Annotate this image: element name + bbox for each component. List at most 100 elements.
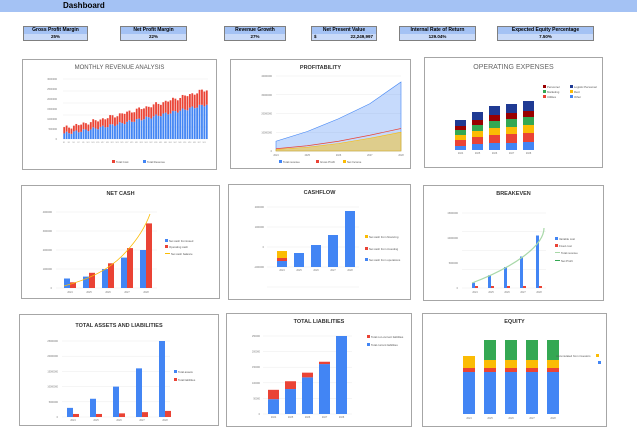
revenue-bar	[159, 116, 162, 139]
legend-swatch	[165, 239, 168, 242]
cost-bar	[130, 112, 133, 122]
revenue-bar	[75, 130, 78, 139]
kpi-gross-profit-margin: Gross Profit Margin 25%	[23, 26, 88, 41]
revenue-bar	[201, 104, 203, 139]
expense-segment	[506, 104, 517, 113]
revenue-bar	[184, 109, 186, 139]
legend-operations: Net cash from operations	[369, 258, 401, 262]
x-tick-label: M29	[130, 142, 133, 144]
equity-base-bar	[463, 372, 475, 414]
equity-plot: 2024 2025 2026 2027 2028 Accumulated from inv…	[463, 340, 601, 420]
revenue-bar	[138, 118, 141, 139]
cost-bar	[87, 124, 90, 132]
x-tick-label: M1	[63, 142, 65, 144]
operations-bar	[294, 253, 304, 267]
equity-green-segment	[484, 340, 496, 360]
revenue-bar	[72, 131, 75, 139]
x-tick-label: M49	[178, 142, 181, 144]
chart-title: TOTAL ASSETS AND LIABILITIES	[75, 323, 163, 329]
legend-swatch	[143, 160, 146, 163]
cost-bar	[65, 125, 68, 132]
cost-bar	[147, 106, 150, 118]
y-tick-label: 1000000	[43, 268, 53, 271]
expense-segment	[506, 119, 517, 127]
chart-total-assets-and-liabilities[interactable]: TOTAL ASSETS AND LIABILITIES 25000000 200…	[19, 314, 219, 426]
cost-bar	[143, 108, 145, 120]
cost-bar	[181, 94, 184, 109]
legend-gross-profit: Gross Profit	[320, 160, 335, 164]
cost-bar	[138, 107, 141, 119]
x-tick-label: M7	[77, 142, 79, 144]
x-tick-label: 2025	[296, 269, 302, 272]
revenue-bar	[135, 119, 138, 139]
variable-cost-bar	[472, 282, 475, 288]
legend-swatch	[543, 95, 546, 98]
legend-swatch	[365, 235, 368, 238]
current-liabilities-bar	[268, 399, 279, 414]
expense-segment	[523, 133, 534, 142]
x-tick-label: 2025	[488, 291, 494, 294]
cost-bar	[164, 100, 167, 113]
fixed-cost-bar	[507, 286, 510, 288]
cost-bar	[92, 119, 95, 128]
total-liabilities-bar	[96, 413, 102, 417]
chart-net-cash[interactable]: NET CASH 4000000 3000000 2000000 1000000 0 20…	[21, 185, 220, 299]
x-tick-label: M57	[198, 142, 201, 144]
chart-breakeven[interactable]: BREAKEVEN 15000000 10000000 5000000 0 2024 20…	[423, 185, 604, 301]
x-tick-label: 2024	[466, 417, 472, 420]
legend-swatch	[112, 160, 115, 163]
x-tick-label: 2025	[93, 419, 99, 422]
revenue-bar	[152, 116, 155, 139]
cost-bar	[145, 106, 148, 117]
variable-cost-bar	[520, 256, 523, 288]
revenue-bar	[176, 112, 179, 139]
cost-bar	[114, 117, 116, 126]
equity-green-segment	[547, 340, 559, 360]
expense-segment	[455, 130, 466, 135]
revenue-bar	[179, 110, 182, 139]
x-tick-label: 2024	[70, 419, 76, 422]
revenue-bar	[99, 126, 102, 139]
x-tick-label: 2026	[492, 152, 498, 155]
expense-segment	[455, 146, 466, 150]
x-tick-label: M39	[154, 142, 157, 144]
legend-swatch	[552, 354, 555, 357]
currency-symbol: $	[314, 34, 317, 39]
x-tick-label: 2024	[458, 152, 464, 155]
operating-expenses-plot: 2024 2025 2026 2027 2028 Personnel Logistic Pe…	[455, 85, 597, 155]
cost-bar	[118, 113, 121, 123]
x-tick-label: 2026	[336, 154, 342, 157]
cost-bar	[121, 113, 124, 124]
legend-fixed-cost: Fixed cost	[559, 244, 572, 248]
cost-bar	[184, 95, 186, 110]
variable-cost-bar	[536, 235, 539, 288]
revenue-bar	[85, 129, 87, 139]
chart-cashflow[interactable]: CASHFLOW 2000000 1000000 0 -1000000 2024 2025…	[228, 184, 411, 300]
total-liabilities-bar	[73, 413, 79, 417]
legend-swatch	[570, 90, 573, 93]
y-tick-label: -1000000	[254, 266, 265, 269]
expense-segment	[506, 127, 517, 134]
chart-monthly-revenue-analysis[interactable]: MONTHLY REVENUE ANALYSIS 3000000 2500000 2…	[22, 59, 217, 170]
cost-bar	[82, 122, 85, 130]
total-liabilities-bar	[142, 412, 148, 417]
cost-bar	[157, 103, 160, 116]
x-tick-label: M35	[145, 142, 148, 144]
revenue-bar	[101, 125, 104, 139]
total-assets-bar	[113, 386, 119, 417]
x-tick-label: 2027	[509, 152, 515, 155]
chart-operating-expenses[interactable]: OPERATING EXPENSES 2024 2025 2026 2027 2028 P…	[424, 57, 603, 168]
total-liabilities-bar	[165, 410, 171, 417]
revenue-bar	[89, 129, 92, 139]
chart-equity[interactable]: EQUITY 2024 2025 2026 2027 2028 Accumulated f…	[422, 313, 607, 427]
chart-profitability[interactable]: PROFITABILITY 40000000 30000000 20000000 10…	[230, 59, 411, 169]
variable-cost-bar	[488, 275, 491, 288]
chart-total-liabilities[interactable]: TOTAL LIABILITIES 250000 200000 150000 1000…	[226, 313, 412, 427]
revenue-bar	[123, 124, 126, 139]
legend-other: Other	[574, 95, 581, 99]
cost-bar	[101, 118, 104, 126]
x-tick-label: M23	[116, 142, 119, 144]
expense-segment	[506, 134, 517, 143]
revenue-bar	[143, 119, 145, 139]
y-tick-label: 0	[57, 416, 59, 419]
